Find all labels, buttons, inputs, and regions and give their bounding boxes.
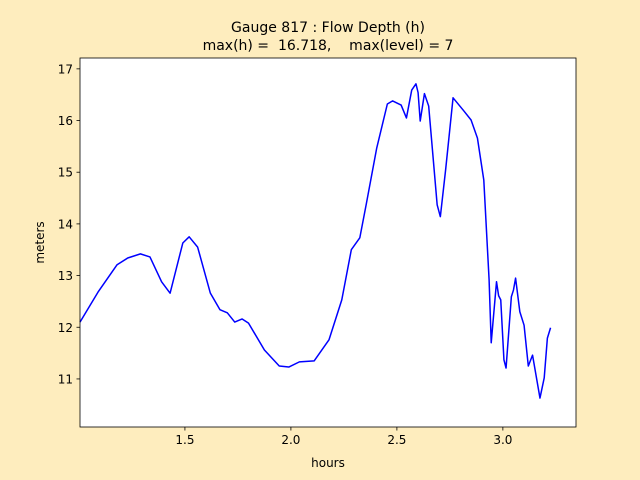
chart-title: Gauge 817 : Flow Depth (h) (231, 20, 425, 36)
y-axis-label: meters (33, 221, 47, 263)
x-axis-label: hours (311, 456, 345, 470)
x-tick-label: 3.0 (493, 433, 512, 447)
plot-area (80, 58, 576, 427)
y-tick-label: 12 (58, 321, 73, 335)
plot-frame (79, 57, 577, 428)
y-tick-label: 15 (58, 166, 73, 180)
y-tick-label: 13 (58, 269, 73, 283)
y-tick-label: 14 (58, 217, 73, 231)
chart-subtitle: max(h) = 16.718, max(level) = 7 (203, 38, 454, 54)
x-tick-label: 1.5 (175, 433, 194, 447)
x-tick-label: 2.0 (281, 433, 300, 447)
y-tick-label: 17 (58, 62, 73, 76)
x-tick-label: 2.5 (387, 433, 406, 447)
y-tick-label: 11 (58, 372, 73, 386)
data-line (79, 83, 552, 399)
y-tick-label: 16 (58, 114, 73, 128)
